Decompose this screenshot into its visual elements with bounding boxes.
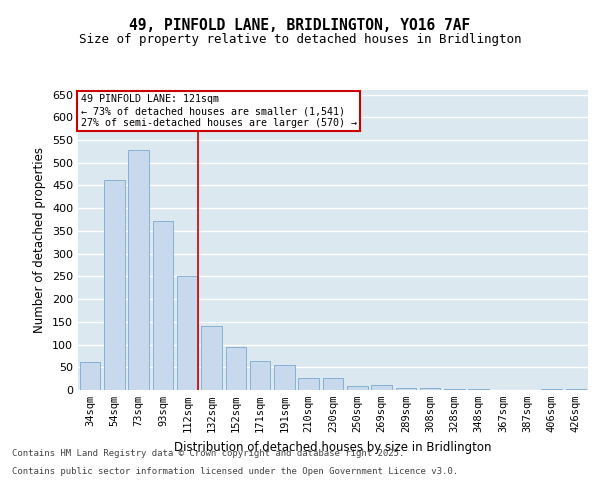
- Text: Contains public sector information licensed under the Open Government Licence v3: Contains public sector information licen…: [12, 467, 458, 476]
- Bar: [298, 378, 319, 390]
- Bar: [444, 389, 465, 390]
- Bar: [541, 388, 562, 390]
- Bar: [80, 362, 100, 390]
- Y-axis label: Number of detached properties: Number of detached properties: [34, 147, 46, 333]
- Bar: [371, 386, 392, 390]
- Bar: [177, 276, 197, 390]
- Bar: [104, 180, 125, 390]
- Bar: [226, 348, 246, 390]
- Bar: [347, 386, 368, 390]
- Bar: [323, 378, 343, 390]
- Bar: [152, 221, 173, 390]
- Bar: [250, 362, 271, 390]
- Text: Contains HM Land Registry data © Crown copyright and database right 2025.: Contains HM Land Registry data © Crown c…: [12, 448, 404, 458]
- Bar: [128, 150, 149, 390]
- Bar: [201, 326, 222, 390]
- Bar: [420, 388, 440, 390]
- Bar: [395, 388, 416, 390]
- Bar: [469, 388, 489, 390]
- Text: 49, PINFOLD LANE, BRIDLINGTON, YO16 7AF: 49, PINFOLD LANE, BRIDLINGTON, YO16 7AF: [130, 18, 470, 32]
- Bar: [566, 389, 586, 390]
- Text: 49 PINFOLD LANE: 121sqm
← 73% of detached houses are smaller (1,541)
27% of semi: 49 PINFOLD LANE: 121sqm ← 73% of detache…: [80, 94, 356, 128]
- Text: Size of property relative to detached houses in Bridlington: Size of property relative to detached ho…: [79, 32, 521, 46]
- X-axis label: Distribution of detached houses by size in Bridlington: Distribution of detached houses by size …: [174, 440, 492, 454]
- Bar: [274, 366, 295, 390]
